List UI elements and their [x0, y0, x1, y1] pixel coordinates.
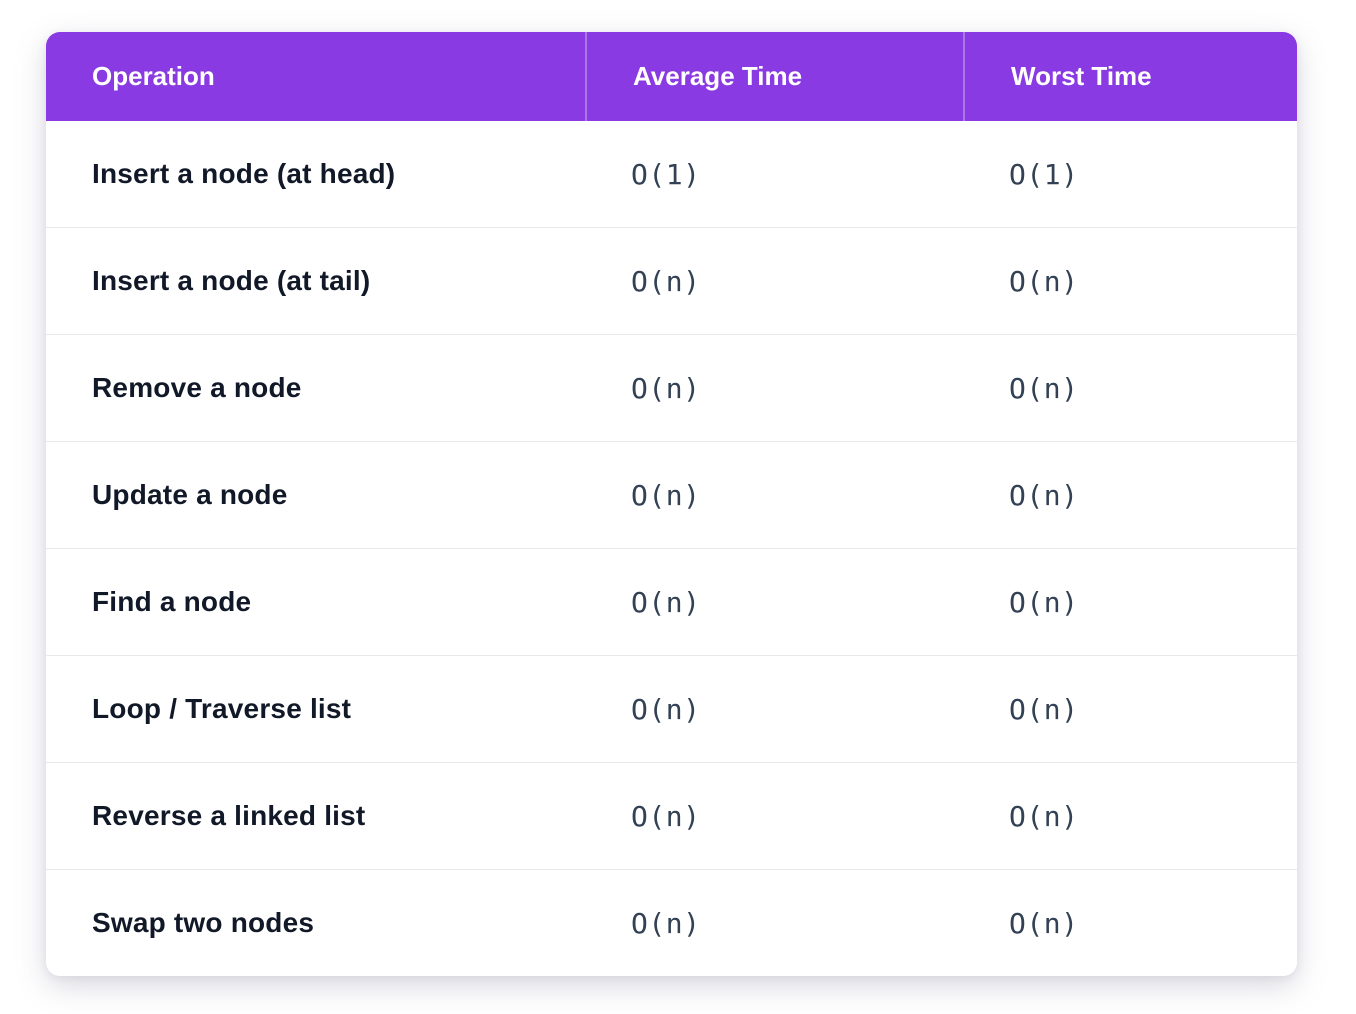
worst-time-cell: O(n) — [1009, 692, 1079, 726]
worst-time-cell: O(n) — [1009, 264, 1079, 298]
worst-time-cell: O(n) — [1009, 478, 1079, 512]
table-row: Find a node O(n) O(n) — [46, 548, 1297, 655]
table-row: Insert a node (at head) O(1) O(1) — [46, 121, 1297, 227]
average-time-cell: O(n) — [631, 264, 701, 298]
table-body: Insert a node (at head) O(1) O(1) Insert… — [46, 121, 1297, 976]
worst-time-cell: O(n) — [1009, 585, 1079, 619]
table-row: Reverse a linked list O(n) O(n) — [46, 762, 1297, 869]
table-row: Update a node O(n) O(n) — [46, 441, 1297, 548]
table-row: Swap two nodes O(n) O(n) — [46, 869, 1297, 976]
table-header-row: Operation Average Time Worst Time — [46, 32, 1297, 121]
operation-cell: Insert a node (at tail) — [92, 265, 371, 296]
worst-time-cell: O(n) — [1009, 906, 1079, 940]
average-time-cell: O(n) — [631, 371, 701, 405]
column-header-worst-time: Worst Time — [963, 32, 1297, 121]
average-time-cell: O(1) — [631, 157, 701, 191]
average-time-cell: O(n) — [631, 478, 701, 512]
operation-cell: Find a node — [92, 586, 252, 617]
average-time-cell: O(n) — [631, 585, 701, 619]
table-row: Remove a node O(n) O(n) — [46, 334, 1297, 441]
average-time-cell: O(n) — [631, 692, 701, 726]
average-time-cell: O(n) — [631, 799, 701, 833]
worst-time-cell: O(n) — [1009, 371, 1079, 405]
table-row: Loop / Traverse list O(n) O(n) — [46, 655, 1297, 762]
worst-time-cell: O(1) — [1009, 157, 1079, 191]
operation-cell: Reverse a linked list — [92, 800, 366, 831]
operation-cell: Loop / Traverse list — [92, 693, 352, 724]
operation-cell: Swap two nodes — [92, 907, 315, 938]
operation-cell: Remove a node — [92, 372, 302, 403]
column-header-average-time: Average Time — [585, 32, 963, 121]
column-header-operation: Operation — [92, 61, 215, 91]
operation-cell: Insert a node (at head) — [92, 158, 396, 189]
complexity-table-card: Operation Average Time Worst Time Insert… — [46, 32, 1297, 976]
average-time-cell: O(n) — [631, 906, 701, 940]
operation-cell: Update a node — [92, 479, 288, 510]
worst-time-cell: O(n) — [1009, 799, 1079, 833]
table-row: Insert a node (at tail) O(n) O(n) — [46, 227, 1297, 334]
